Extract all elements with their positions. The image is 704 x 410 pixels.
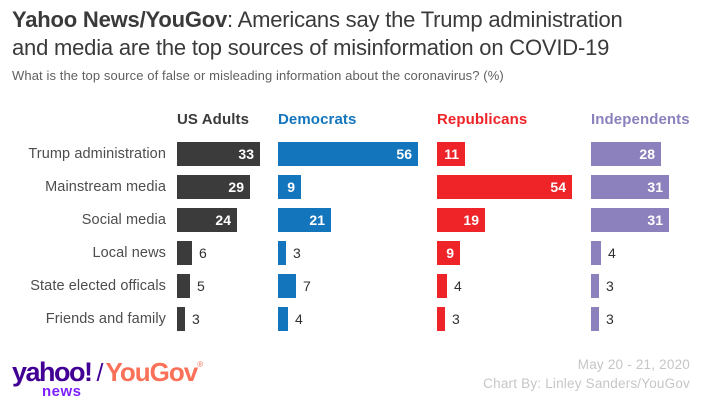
bar-independents: 31 [591,208,669,232]
logo-row: yahoo! / YouGov ® [12,357,203,388]
bar-value: 3 [293,245,301,261]
bar-us-adults [177,307,185,331]
bar-democrats: 21 [278,208,331,232]
bar-value: 54 [550,179,566,195]
yahoo-news-label: news [42,383,82,400]
yahoo-logo: yahoo! [12,357,93,387]
row-social-media: Social media 24 21 19 31 [0,208,704,241]
bar-value: 31 [647,179,663,195]
bar-us-adults [177,241,192,265]
row-local-news: Local news 6 3 9 4 [0,241,704,274]
bar-value: 28 [639,146,655,162]
bar-independents [591,307,599,331]
row-mainstream-media: Mainstream media 29 9 54 31 [0,175,704,208]
row-friends-and-family: Friends and family 3 4 3 3 [0,307,704,340]
bar-value: 21 [309,212,325,228]
bar-us-adults [177,274,190,298]
bar-republicans: 19 [437,208,485,232]
bar-value: 4 [295,311,303,327]
row-label: Trump administration [28,146,166,162]
bar-value: 24 [215,212,231,228]
col-header-us-adults: US Adults [177,111,250,128]
bar-value: 3 [606,311,614,327]
row-label: Local news [92,245,166,261]
yahoo-news-yougov-logo: yahoo! / YouGov ® news [12,357,203,400]
bar-democrats [278,241,286,265]
bar-independents: 31 [591,175,669,199]
bar-value: 7 [303,278,311,294]
bar-value: 9 [287,179,295,195]
bar-value: 3 [192,311,200,327]
credit-line: Chart By: Linley Sanders/YouGov [483,376,690,391]
bar-independents [591,241,601,265]
bar-value: 4 [608,245,616,261]
bar-value: 33 [238,146,254,162]
bar-republicans [437,307,445,331]
title-text: : Americans say the Trump administration… [12,7,623,60]
row-label: Social media [81,212,166,228]
registered-mark-icon: ® [197,360,204,369]
bar-value: 11 [444,146,459,162]
bar-independents: 28 [591,142,661,166]
bar-chart: US Adults Democrats Republicans Independent… [0,111,704,340]
bar-democrats [278,307,288,331]
logo-separator: / [96,359,104,387]
page-title: Yahoo News/YouGov: Americans say the Tru… [12,6,698,62]
row-label: Mainstream media [45,179,166,195]
bar-republicans: 9 [437,241,460,265]
bar-value: 56 [396,146,412,162]
yougov-logo: YouGov [105,357,198,387]
chart-rows: Trump administration 33 56 11 28 Mainstream m… [0,142,704,340]
bar-democrats: 56 [278,142,418,166]
bar-value: 4 [454,278,462,294]
bar-value: 31 [647,212,663,228]
row-trump-administration: Trump administration 33 56 11 28 [0,142,704,175]
bar-democrats: 9 [278,175,301,199]
bar-value: 3 [606,278,614,294]
bar-independents [591,274,599,298]
bar-republicans: 11 [437,142,465,166]
col-header-democrats: Democrats [278,111,357,128]
bar-value: 19 [463,212,479,228]
bar-us-adults: 24 [177,208,237,232]
bar-value: 29 [228,179,244,195]
row-label: Friends and family [45,311,166,327]
row-label: State elected officals [30,278,166,294]
bar-value: 3 [452,311,460,327]
bar-value: 6 [199,245,207,261]
bar-republicans: 54 [437,175,572,199]
bar-value: 5 [197,278,205,294]
bar-value: 9 [446,245,454,261]
bar-democrats [278,274,296,298]
bar-republicans [437,274,447,298]
date-range: May 20 - 21, 2020 [577,357,690,372]
bar-us-adults: 29 [177,175,250,199]
col-header-independents: Independents [591,111,690,128]
chart-credit: May 20 - 21, 2020 Chart By: Linley Sande… [483,355,690,393]
bar-us-adults: 33 [177,142,260,166]
chart-subtitle: What is the top source of false or misle… [12,68,504,83]
col-header-republicans: Republicans [437,111,528,128]
row-state-elected-officals: State elected officals 5 7 4 3 [0,274,704,307]
title-brand: Yahoo News/YouGov [12,7,228,32]
